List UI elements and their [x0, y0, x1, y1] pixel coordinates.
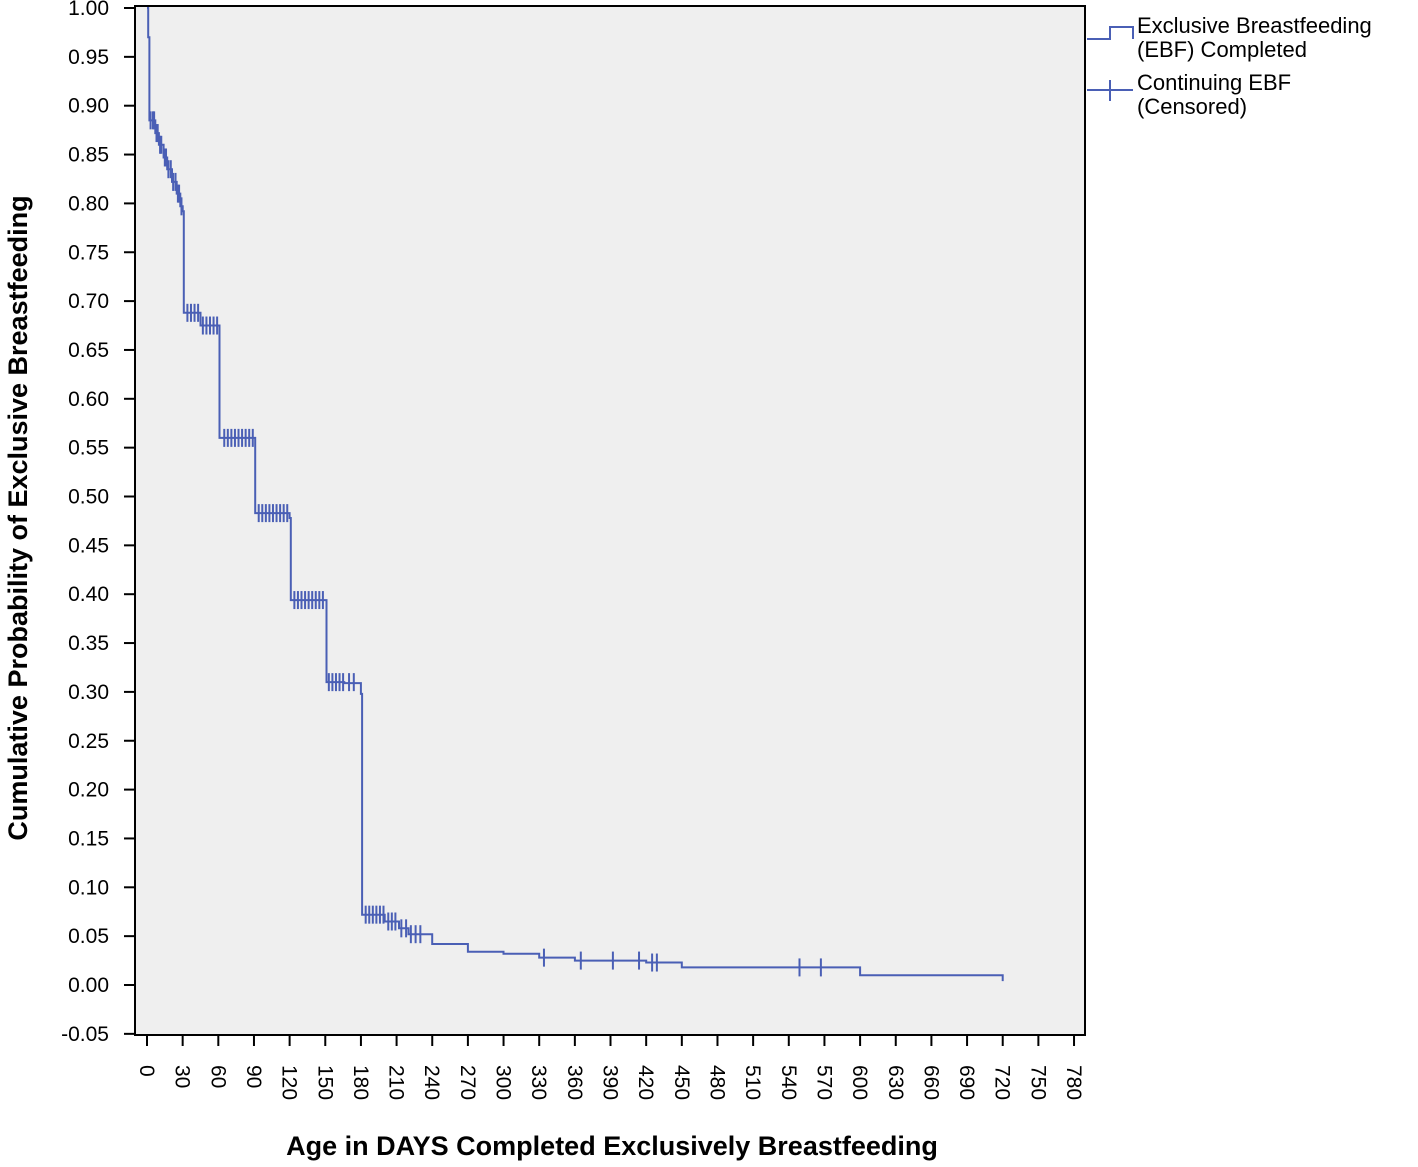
y-tick-label: 0.45 — [68, 534, 109, 557]
y-tick-label: 0.05 — [68, 925, 109, 948]
x-tick-label: 360 — [563, 1065, 586, 1100]
y-tick-label: 0.95 — [68, 46, 109, 69]
x-tick-label: 600 — [848, 1065, 871, 1100]
legend-label-completed-line1: Exclusive Breastfeeding — [1137, 13, 1372, 38]
x-tick-label: 780 — [1062, 1065, 1085, 1100]
plot-area — [135, 6, 1085, 1035]
y-tick-label: 0.65 — [68, 339, 109, 362]
y-tick-label: -0.05 — [61, 1023, 109, 1046]
x-tick-label: 270 — [456, 1065, 479, 1100]
y-axis: -0.05 0.00 0.05 0.10 0.15 0.20 0.25 0.30 0.35 0.4… — [61, 0, 135, 1046]
legend: Exclusive Breastfeeding (EBF) Completed … — [1087, 13, 1378, 119]
y-tick-label: 0.30 — [68, 681, 109, 704]
x-tick-label: 480 — [705, 1065, 728, 1100]
y-tick-label: 0.10 — [68, 876, 109, 899]
legend-label-censored-line2: (Censored) — [1137, 94, 1247, 119]
x-tick-label: 450 — [670, 1065, 693, 1100]
x-tick-label: 330 — [527, 1065, 550, 1100]
x-tick-label: 60 — [206, 1065, 229, 1088]
y-tick-label: 0.50 — [68, 486, 109, 509]
legend-label-completed: Exclusive Breastfeeding (EBF) Completed — [1137, 13, 1378, 62]
x-tick-label: 90 — [242, 1065, 265, 1088]
y-tick-label: 0.80 — [68, 192, 109, 215]
x-tick-label: 390 — [599, 1065, 622, 1100]
legend-label-censored-line1: Continuing EBF — [1137, 70, 1291, 95]
y-tick-label: 0.85 — [68, 144, 109, 167]
x-tick-label: 750 — [1026, 1065, 1049, 1100]
y-tick-label: 0.60 — [68, 388, 109, 411]
y-tick-label: 0.70 — [68, 290, 109, 313]
y-tick-label: 0.55 — [68, 437, 109, 460]
x-axis-title: Age in DAYS Completed Exclusively Breast… — [286, 1131, 938, 1161]
x-axis: 0 30 60 90 120 150 180 210 240 270 300 330 360 390 420… — [135, 1035, 1085, 1100]
y-tick-label: 0.00 — [68, 974, 109, 997]
x-tick-label: 240 — [420, 1065, 443, 1100]
x-tick-label: 180 — [349, 1065, 372, 1100]
legend-step-icon — [1087, 26, 1134, 40]
x-tick-label: 720 — [991, 1065, 1014, 1100]
x-tick-label: 660 — [919, 1065, 942, 1100]
y-tick-label: 0.20 — [68, 779, 109, 802]
x-tick-label: 300 — [492, 1065, 515, 1100]
x-tick-label: 630 — [884, 1065, 907, 1100]
x-tick-label: 420 — [634, 1065, 657, 1100]
x-tick-label: 30 — [171, 1065, 194, 1088]
y-tick-label: 0.25 — [68, 730, 109, 753]
y-tick-label: 0.75 — [68, 241, 109, 264]
x-tick-label: 510 — [741, 1065, 764, 1100]
x-tick-label: 210 — [385, 1065, 408, 1100]
censored-marks — [149, 111, 822, 977]
y-tick-label: 1.00 — [68, 0, 109, 20]
legend-label-censored: Continuing EBF (Censored) — [1137, 70, 1297, 119]
x-tick-label: 540 — [777, 1065, 800, 1100]
x-tick-label: 120 — [278, 1065, 301, 1100]
x-tick-label: 570 — [812, 1065, 835, 1100]
x-tick-label: 150 — [313, 1065, 336, 1100]
y-tick-label: 0.15 — [68, 827, 109, 850]
x-tick-label: 690 — [955, 1065, 978, 1100]
y-tick-label: 0.90 — [68, 95, 109, 118]
y-tick-label: 0.35 — [68, 632, 109, 655]
x-tick-label: 0 — [135, 1065, 158, 1077]
y-axis-title: Cumulative Probability of Exclusive Brea… — [3, 195, 33, 840]
y-tick-label: 0.40 — [68, 583, 109, 606]
legend-label-completed-line2: (EBF) Completed — [1137, 37, 1307, 62]
